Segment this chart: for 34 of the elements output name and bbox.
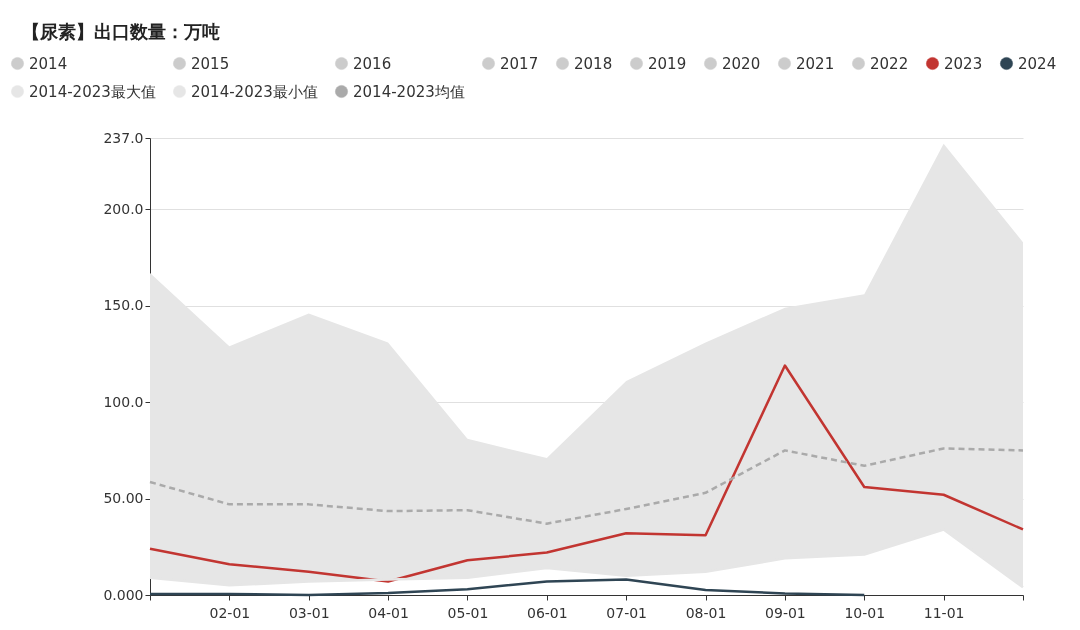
x-tick-label: 09-01	[765, 604, 806, 621]
x-tick-label: 05-01	[447, 604, 489, 621]
x-tick-label: 06-01	[526, 604, 568, 621]
legend-label: 2014-2023最大值	[29, 82, 156, 101]
y-tick-label: 100.0	[103, 393, 144, 410]
legend-label: 2018	[574, 54, 613, 73]
line-series	[148, 578, 866, 597]
legend-label: 2022	[870, 54, 909, 73]
line-series	[148, 364, 1025, 583]
legend-label: 2017	[500, 54, 539, 73]
y-tick-label: 237.0	[103, 129, 144, 146]
y-tick-label: 50.00	[103, 490, 144, 507]
legend-label: 2014-2023最小值	[191, 82, 318, 101]
chart-title: 【尿素】出口数量：万吨	[22, 21, 220, 42]
legend-label: 2020	[722, 54, 761, 73]
legend-label: 2016	[353, 54, 392, 73]
x-tick-label: 10-01	[844, 604, 886, 621]
y-tick-label: 150.0	[103, 297, 144, 314]
y-tick-label: 0.000	[103, 586, 144, 603]
legend-label: 2024	[1018, 54, 1057, 73]
x-tick-label: 08-01	[685, 604, 727, 621]
line-series	[148, 447, 1025, 525]
x-tick-label: 04-01	[368, 604, 409, 621]
legend-label: 2021	[796, 54, 835, 73]
x-tick-label: 03-01	[288, 604, 330, 621]
x-tick-label: 02-01	[209, 604, 251, 621]
legend-label: 2023	[944, 54, 983, 73]
legend-label: 2014-2023均值	[353, 82, 465, 101]
y-tick-label: 200.0	[103, 200, 144, 217]
legend-label: 2015	[191, 54, 230, 73]
x-tick-label: 11-01	[923, 604, 965, 621]
legend-label: 2019	[648, 54, 687, 73]
x-tick-label: 07-01	[606, 604, 648, 621]
legend-label: 2014	[29, 54, 68, 73]
